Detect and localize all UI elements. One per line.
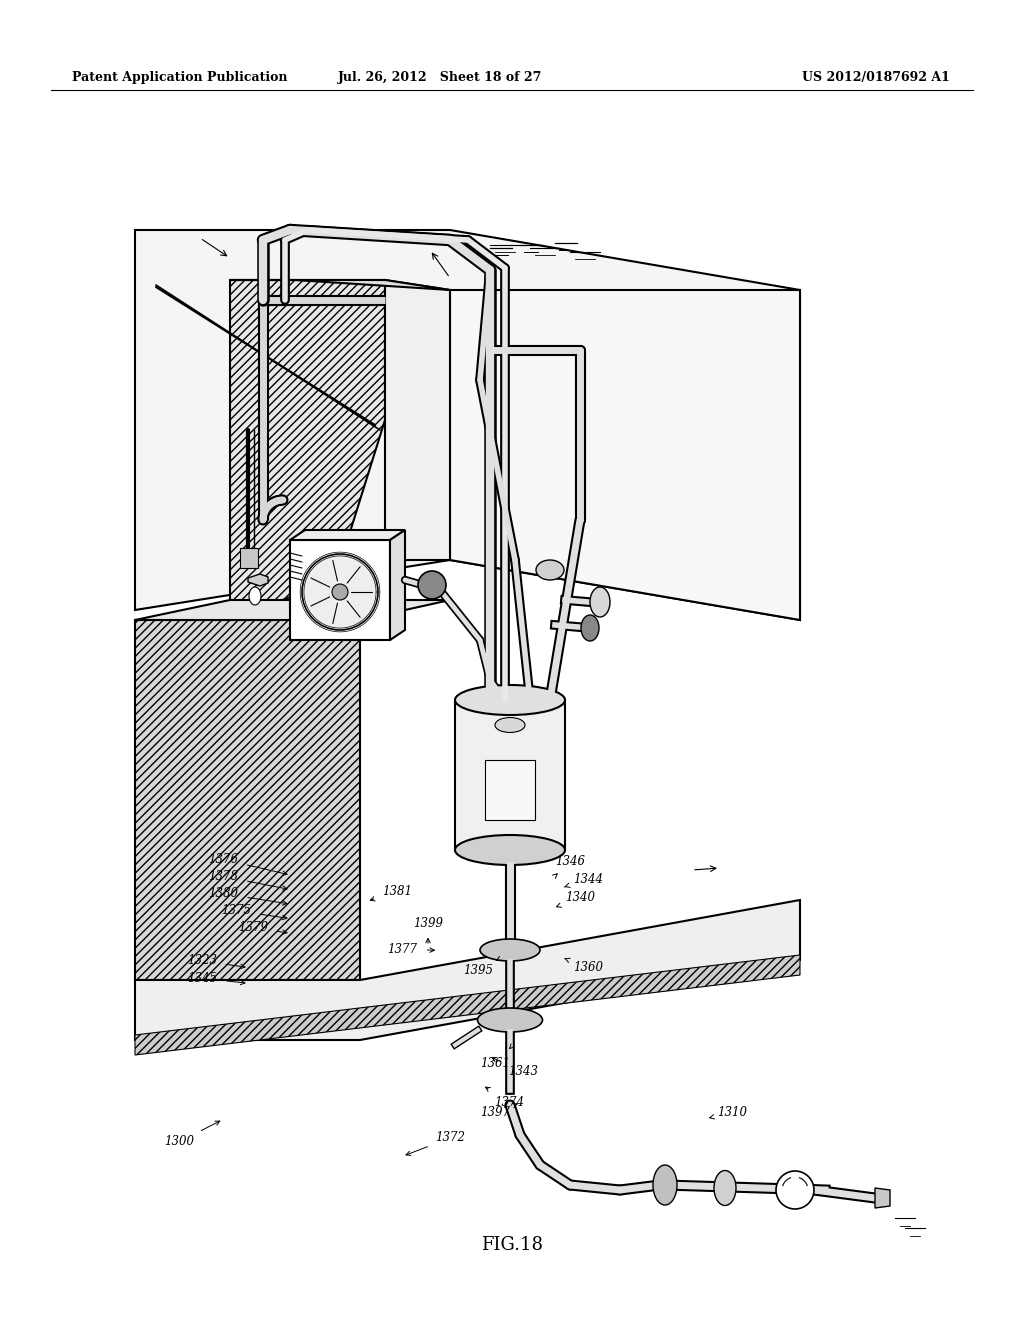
Text: 1345: 1345 <box>186 972 217 985</box>
Polygon shape <box>455 700 565 850</box>
Text: 1340: 1340 <box>565 891 596 904</box>
Circle shape <box>332 583 348 601</box>
Text: 1300: 1300 <box>164 1135 195 1148</box>
Text: 1397: 1397 <box>480 1106 511 1119</box>
Circle shape <box>418 572 446 599</box>
Polygon shape <box>135 900 800 1040</box>
Text: 1395: 1395 <box>463 964 494 977</box>
Ellipse shape <box>590 587 610 616</box>
Polygon shape <box>135 620 360 979</box>
Text: 1310: 1310 <box>717 1106 748 1119</box>
Ellipse shape <box>581 615 599 642</box>
Polygon shape <box>290 531 406 540</box>
Polygon shape <box>230 280 385 620</box>
Polygon shape <box>290 540 390 640</box>
Text: 1323: 1323 <box>186 954 217 968</box>
Text: US 2012/0187692 A1: US 2012/0187692 A1 <box>802 71 950 84</box>
Text: 1376: 1376 <box>208 853 239 866</box>
Polygon shape <box>135 601 450 620</box>
Bar <box>485 760 535 820</box>
Polygon shape <box>248 574 268 586</box>
Text: 1346: 1346 <box>555 855 586 869</box>
Ellipse shape <box>477 1008 543 1032</box>
Polygon shape <box>390 531 406 640</box>
Text: 1379: 1379 <box>238 921 268 935</box>
Ellipse shape <box>249 587 261 605</box>
Text: 1361: 1361 <box>480 1057 511 1071</box>
Text: Jul. 26, 2012   Sheet 18 of 27: Jul. 26, 2012 Sheet 18 of 27 <box>338 71 542 84</box>
Bar <box>240 548 258 568</box>
Ellipse shape <box>714 1171 736 1205</box>
Text: 1378: 1378 <box>208 870 239 883</box>
Text: 1399: 1399 <box>413 917 443 931</box>
Polygon shape <box>230 280 450 290</box>
Circle shape <box>302 554 378 630</box>
Polygon shape <box>385 280 450 560</box>
Text: FIG.18: FIG.18 <box>481 1236 543 1254</box>
Text: 1380: 1380 <box>208 887 239 900</box>
Ellipse shape <box>653 1166 677 1205</box>
Polygon shape <box>135 230 800 620</box>
Text: 1343: 1343 <box>508 1065 539 1078</box>
Ellipse shape <box>455 836 565 865</box>
Ellipse shape <box>455 685 565 715</box>
Text: 1375: 1375 <box>221 904 252 917</box>
Ellipse shape <box>776 1171 814 1209</box>
Text: 1381: 1381 <box>382 884 413 898</box>
Ellipse shape <box>536 560 564 579</box>
Ellipse shape <box>480 939 540 961</box>
Text: 1374: 1374 <box>494 1096 524 1109</box>
Polygon shape <box>874 1188 890 1208</box>
Text: 1360: 1360 <box>572 961 603 974</box>
Text: 1344: 1344 <box>572 873 603 886</box>
Ellipse shape <box>495 718 525 733</box>
Text: 1372: 1372 <box>435 1131 466 1144</box>
Text: Patent Application Publication: Patent Application Publication <box>72 71 288 84</box>
Text: 1377: 1377 <box>387 942 418 956</box>
Polygon shape <box>450 290 800 620</box>
Polygon shape <box>135 954 800 1055</box>
